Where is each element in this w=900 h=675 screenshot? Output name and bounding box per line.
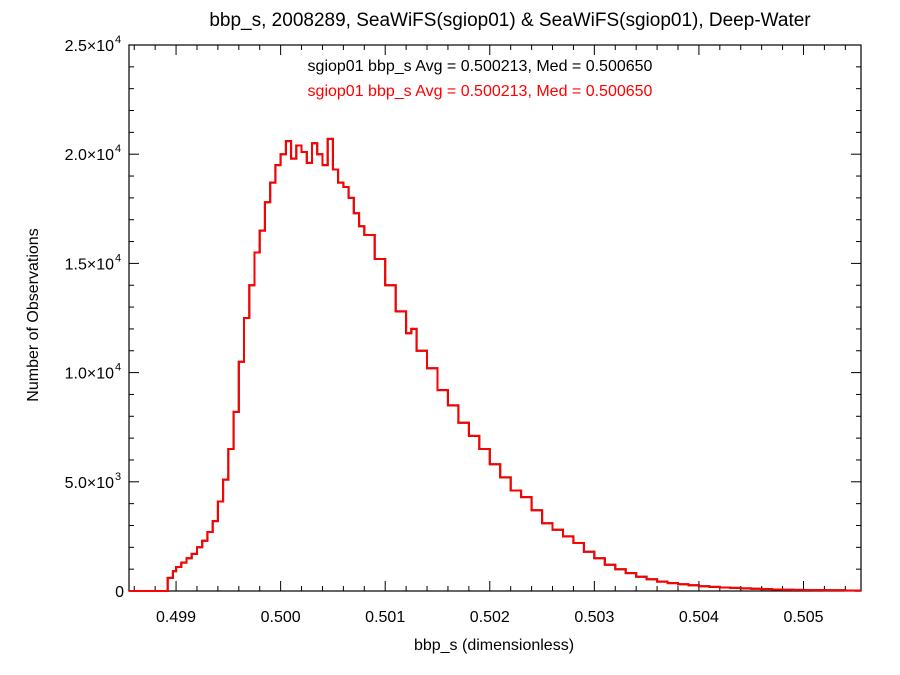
series-line-red — [129, 137, 861, 592]
x-tick-label: 0.505 — [783, 609, 823, 626]
y-tick-exponent: 4 — [115, 34, 121, 46]
y-tick-label: 2.5×10 — [65, 38, 114, 55]
x-tick-label: 0.501 — [365, 609, 405, 626]
plot-frame — [128, 44, 862, 592]
y-tick-exponent: 3 — [115, 471, 121, 483]
x-tick-label: 0.504 — [679, 609, 719, 626]
y-tick-exponent: 4 — [115, 143, 121, 155]
annotation-red: sgiop01 bbp_s Avg = 0.500213, Med = 0.50… — [308, 83, 653, 100]
y-axis-label: Number of Observations — [25, 228, 42, 401]
chart-title: bbp_s, 2008289, SeaWiFS(sgiop01) & SeaWi… — [209, 10, 811, 31]
axes — [128, 44, 862, 592]
y-tick-exponent: 4 — [115, 362, 121, 374]
histogram-series — [129, 137, 861, 592]
y-tick-label: 1.5×10 — [65, 256, 114, 273]
y-tick-label: 2.0×10 — [65, 147, 114, 164]
x-tick-label: 0.502 — [470, 609, 510, 626]
x-tick-label: 0.500 — [261, 609, 301, 626]
annotation-black: sgiop01 bbp_s Avg = 0.500213, Med = 0.50… — [308, 58, 653, 75]
axis-ticks: 0.499 0.500 0.501 0.502 0.503 0.504 0.505 0 5.0×… — [65, 34, 861, 626]
y-tick-label: 0 — [115, 584, 124, 601]
x-tick-label: 0.503 — [574, 609, 614, 626]
y-tick-label: 5.0×10 — [65, 475, 114, 492]
x-axis-label: bbp_s (dimensionless) — [414, 637, 574, 654]
y-tick-label: 1.0×10 — [65, 366, 114, 383]
x-tick-label: 0.499 — [156, 609, 196, 626]
y-tick-exponent: 4 — [115, 252, 121, 264]
